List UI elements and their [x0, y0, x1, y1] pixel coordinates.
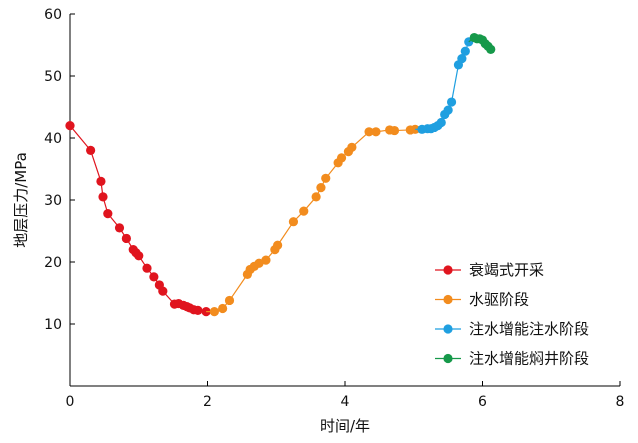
legend-label: 衰竭式开采	[469, 261, 544, 279]
data-point	[316, 183, 326, 193]
data-point	[96, 176, 106, 186]
data-point	[371, 127, 381, 137]
y-tick-label: 10	[44, 317, 62, 333]
y-ticks: 10 20 30 40 50 60	[44, 7, 75, 333]
x-axis-label: 时间/年	[320, 417, 370, 435]
series-4	[469, 32, 496, 54]
data-point	[121, 233, 131, 244]
data-point	[261, 255, 271, 265]
data-point	[443, 105, 453, 115]
data-point	[311, 192, 321, 202]
data-point	[446, 97, 457, 107]
data-point	[347, 142, 357, 152]
legend-marker	[443, 324, 453, 334]
data-point	[336, 153, 347, 163]
data-point	[288, 217, 299, 227]
data-point	[142, 263, 152, 273]
data-point	[103, 209, 113, 219]
legend-item: 注水增能焖井阶段	[435, 350, 589, 368]
legend-item: 衰竭式开采	[435, 261, 544, 279]
series-layer	[65, 32, 496, 317]
y-tick-label: 40	[44, 131, 62, 147]
data-point	[224, 295, 235, 306]
series-2	[209, 124, 420, 317]
data-point	[98, 192, 108, 202]
data-point	[486, 44, 496, 54]
y-tick-label: 20	[44, 255, 62, 271]
y-axis-label: 地层压力/MPa	[12, 152, 30, 248]
data-point	[457, 54, 467, 64]
data-point	[389, 125, 400, 136]
phase-connector	[468, 37, 475, 43]
y-tick-label: 60	[44, 7, 62, 23]
series-1	[65, 121, 211, 317]
data-point	[149, 272, 159, 282]
data-point	[134, 251, 144, 261]
legend-marker	[443, 353, 453, 364]
y-tick-label: 50	[44, 69, 62, 85]
x-tick-label: 2	[203, 394, 212, 410]
legend-item: 水驱阶段	[435, 291, 529, 309]
x-tick-label: 0	[66, 394, 75, 410]
data-point	[114, 223, 125, 233]
legend-label: 注水增能注水阶段	[469, 320, 589, 338]
data-point	[65, 121, 75, 131]
x-tick-label: 6	[478, 394, 487, 410]
data-point	[460, 46, 470, 56]
data-point	[86, 145, 96, 155]
data-point	[218, 303, 228, 314]
legend-marker	[443, 294, 453, 305]
data-point	[273, 240, 283, 250]
data-point	[436, 117, 446, 128]
data-point	[254, 258, 264, 268]
legend-item: 注水增能注水阶段	[435, 320, 589, 338]
data-point	[321, 173, 331, 183]
y-tick-label: 30	[44, 193, 62, 209]
x-ticks: 0 2 4 6 8	[66, 381, 625, 410]
legend-marker	[443, 265, 453, 275]
x-tick-label: 8	[616, 394, 625, 410]
series-3	[417, 37, 474, 134]
legend-label: 水驱阶段	[469, 291, 529, 309]
data-point	[299, 206, 309, 216]
data-point	[364, 127, 374, 137]
x-tick-label: 4	[341, 394, 350, 410]
data-point	[158, 286, 168, 296]
series-line	[214, 128, 416, 313]
legend-label: 注水增能焖井阶段	[469, 350, 589, 368]
data-point	[193, 305, 203, 315]
axes: 0 2 4 6 8 10 20 30 40 50 60	[44, 7, 624, 410]
